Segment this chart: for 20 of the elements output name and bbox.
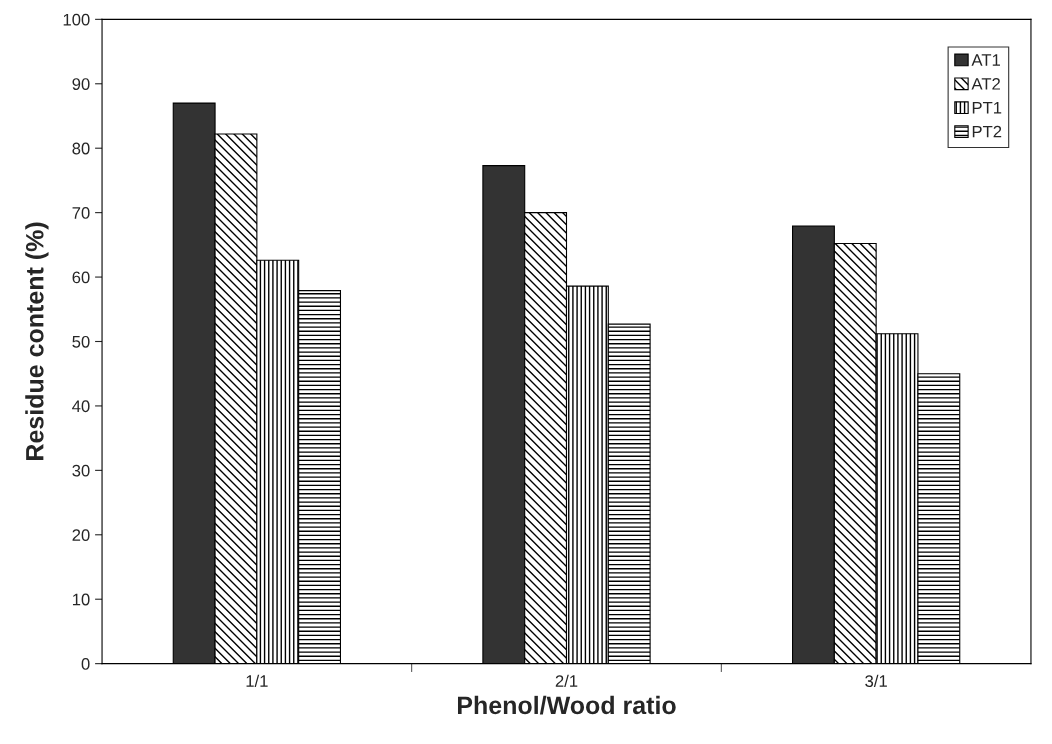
y-tick-label: 90 bbox=[72, 78, 90, 90]
y-tick-label: 50 bbox=[72, 335, 90, 348]
legend-label: AT1 bbox=[971, 54, 1000, 66]
y-tick-label: 40 bbox=[72, 400, 90, 413]
x-tick-label: 2/1 bbox=[555, 674, 578, 687]
x-tick-label: 1/1 bbox=[246, 674, 268, 687]
y-tick-label: 100 bbox=[63, 13, 90, 26]
x-tick-label: 3/1 bbox=[865, 674, 887, 687]
y-tick-label: 30 bbox=[72, 464, 90, 477]
y-tick-label: 80 bbox=[72, 142, 90, 155]
y-tick-label: 10 bbox=[72, 593, 90, 606]
y-tick-label: 20 bbox=[72, 529, 90, 541]
y-tick-label: 0 bbox=[81, 658, 90, 670]
legend-label: AT2 bbox=[971, 77, 1000, 90]
legend-label: PT1 bbox=[972, 102, 1002, 114]
y-tick-label: 70 bbox=[72, 207, 90, 219]
x-axis-title: Phenol/Wood ratio bbox=[457, 695, 676, 715]
y-axis-title: Residue content (%) bbox=[25, 222, 49, 460]
y-tick-label: 60 bbox=[72, 271, 90, 284]
legend-label: PT2 bbox=[972, 125, 1002, 138]
